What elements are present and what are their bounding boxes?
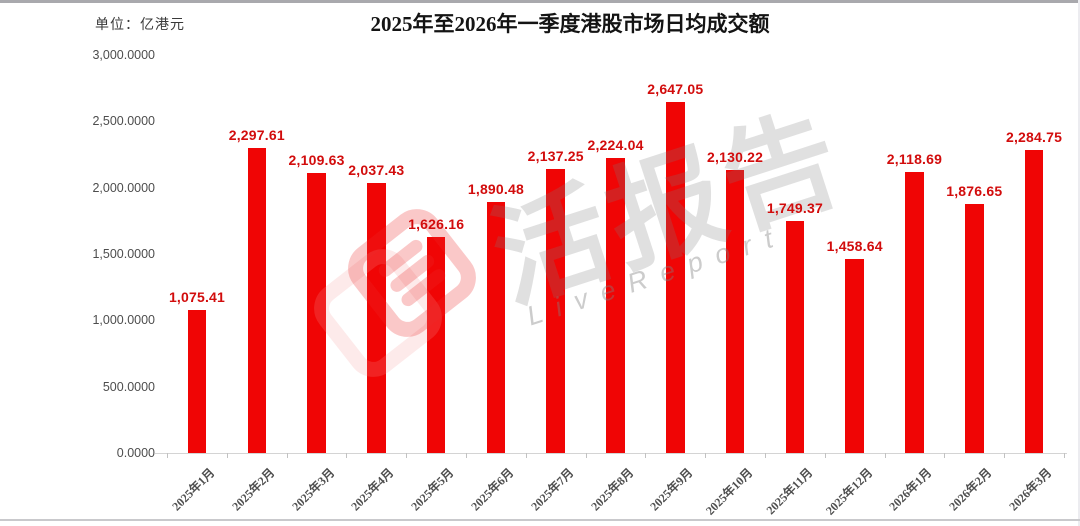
bar [247, 148, 267, 453]
bar-value-label: 2,284.75 [1005, 128, 1063, 145]
x-axis-line [155, 453, 1067, 454]
x-axis-tick [525, 453, 527, 458]
x-axis-tick [226, 453, 228, 458]
bar [785, 220, 805, 453]
bar [307, 173, 326, 453]
x-axis-tick [765, 453, 766, 458]
x-axis-tick [1004, 453, 1006, 458]
bar-value-label: 2,109.63 [288, 152, 345, 169]
right-border [1078, 0, 1080, 526]
bottom-border [0, 519, 1080, 521]
bar [965, 204, 984, 453]
bar-value-label: 1,890.48 [467, 181, 524, 198]
bar-value-label: 2,130.22 [707, 149, 764, 166]
x-axis-tick [406, 453, 408, 458]
bar [426, 237, 446, 453]
x-axis-tick [884, 453, 886, 458]
y-tick-label: 1,000.0000 [92, 313, 155, 328]
bar-value-label: 2,037.43 [348, 161, 405, 178]
y-tick-label: 1,500.0000 [92, 247, 155, 261]
bar [606, 157, 625, 453]
livereport-logo-icon [303, 198, 493, 388]
bar-value-label: 2,118.69 [886, 150, 943, 167]
unit-label: 单位：亿港元 [95, 18, 185, 33]
x-axis-tick [645, 453, 647, 458]
bar-value-label: 1,876.65 [946, 183, 1003, 200]
bar [725, 170, 745, 453]
x-axis-tick [585, 453, 587, 458]
x-axis-tick [1063, 453, 1065, 458]
bar [1024, 149, 1044, 453]
x-axis-tick [286, 453, 288, 458]
bar [486, 202, 506, 453]
bar [905, 171, 924, 453]
x-tick-label: 2025年1月 [169, 465, 218, 514]
y-tick-label: 2,000.0000 [92, 180, 155, 195]
y-tick-label: 2,500.0000 [92, 114, 155, 129]
x-axis-tick [167, 453, 169, 458]
top-border [0, 0, 1080, 3]
bar-value-label: 1,458.64 [826, 238, 883, 255]
bar-value-label: 2,297.61 [228, 127, 285, 144]
bar [187, 310, 207, 453]
y-tick-label: 500.0000 [102, 379, 155, 394]
bar [845, 259, 864, 453]
bar [367, 182, 386, 453]
bar [546, 169, 565, 453]
y-tick-label: 3,000.0000 [92, 48, 155, 62]
bar-value-label: 2,647.05 [647, 80, 704, 97]
bar-value-label: 2,137.25 [527, 148, 584, 165]
x-axis-tick [705, 453, 707, 458]
bar-value-label: 1,075.41 [168, 289, 226, 306]
x-axis-tick [824, 453, 826, 458]
chart-title: 2025年至2026年一季度港股市场日均成交额 [370, 12, 770, 36]
bar-value-label: 1,749.37 [766, 199, 823, 216]
x-axis-tick [346, 453, 348, 458]
x-axis-tick [466, 453, 468, 458]
x-axis-tick [944, 453, 946, 458]
bar-value-label: 1,626.16 [408, 216, 465, 233]
y-tick-label: 0.0000 [116, 446, 155, 460]
bar [666, 101, 685, 453]
bar-value-label: 2,224.04 [587, 136, 644, 153]
